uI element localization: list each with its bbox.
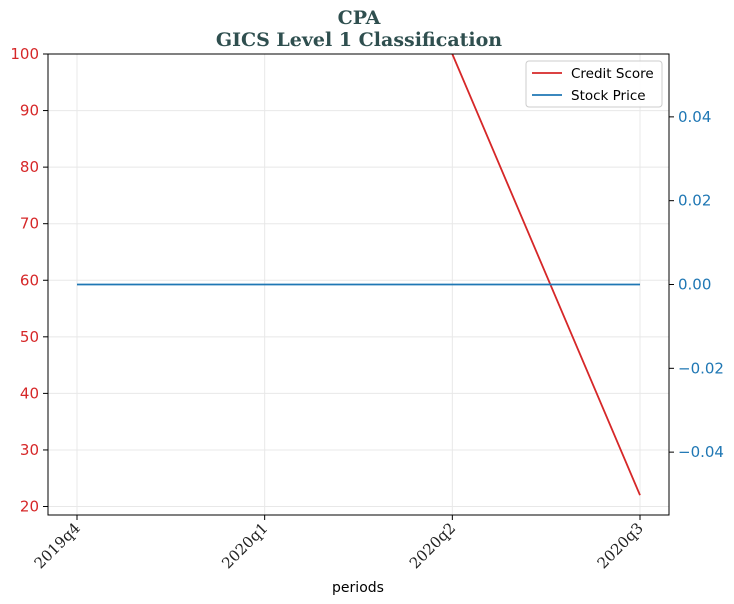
x-tick-label-2: 2020q2 [406,519,459,572]
x-axis: 2019q4 2020q1 2020q2 2020q3 [31,515,647,572]
legend-label-1: Stock Price [571,88,646,104]
left-axis: 20 30 40 50 60 70 80 90 100 [10,45,48,516]
left-tick-label-8: 100 [10,45,39,63]
right-tick-label-4: 0.04 [678,108,711,126]
left-tick-label-7: 90 [20,102,39,120]
left-tick-label-4: 60 [20,271,39,289]
left-tick-label-6: 80 [20,158,39,176]
series-group [77,53,641,496]
x-tick-label-0: 2019q4 [31,519,84,572]
right-tick-label-0: −0.04 [678,443,724,461]
chart-subtitle: GICS Level 1 Classification [216,29,502,51]
right-axis: −0.04 −0.02 0.00 0.02 0.04 [669,108,724,461]
left-tick-label-3: 50 [20,328,39,346]
left-tick-label-2: 40 [20,384,39,402]
legend: Credit Score Stock Price [525,60,663,108]
x-tick-label-3: 2020q3 [594,519,647,572]
x-axis-label: periods [332,580,384,596]
right-tick-label-3: 0.02 [678,192,711,210]
left-tick-label-5: 70 [20,215,39,233]
left-tick-label-0: 20 [20,498,39,516]
series-line-credit-score [451,53,641,496]
chart-title: CPA [338,7,381,29]
right-tick-label-1: −0.02 [678,359,724,377]
legend-label-0: Credit Score [571,66,654,82]
right-tick-label-2: 0.00 [678,276,711,294]
x-tick-label-1: 2020q1 [218,519,271,572]
left-tick-label-1: 30 [20,441,39,459]
